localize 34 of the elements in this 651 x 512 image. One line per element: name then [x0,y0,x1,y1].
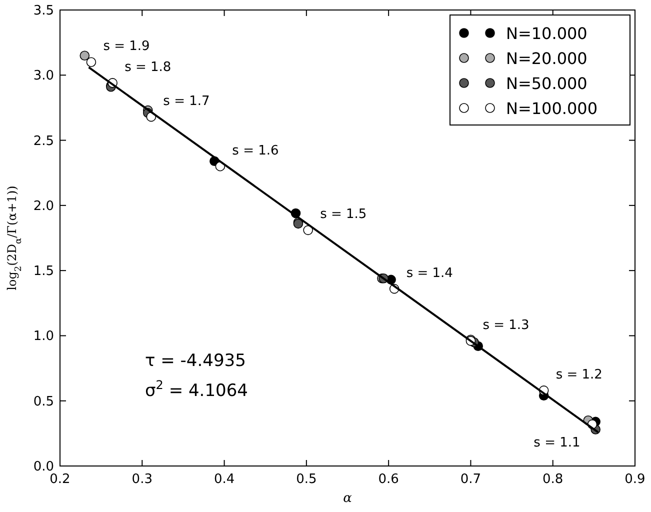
legend-label: N=10.000 [506,24,588,43]
annotation: s = 1.3 [482,318,530,333]
y-tick-label: 3.0 [33,68,54,84]
point [80,50,90,60]
x-tick-label: 0.8 [542,472,564,487]
annotation: σ$^{2}$ = 4.1064 [145,378,248,401]
annotation: τ = -4.4935 [145,351,246,371]
y-tick-label: 2.5 [33,134,54,149]
annotation: s = 1.7 [163,94,210,109]
y-tick-label: 1.0 [33,329,54,344]
y-tick-label: 0.0 [33,460,54,474]
y-tick-label: 0.5 [33,394,54,410]
annotation: s = 1.1 [534,435,580,450]
annotation: s = 1.6 [232,143,279,158]
x-axis-title: α [343,491,352,506]
annotation: s = 1.8 [124,60,172,75]
x-tick-label: 0.3 [132,472,152,487]
x-tick-label: 0.5 [296,472,317,487]
x-tick-label: 0.9 [624,472,646,487]
x-tick-label: 0.4 [214,472,235,487]
y-tick-label: 2.0 [33,198,54,214]
y-tick-label: 1.5 [33,264,54,280]
point [86,57,96,68]
annotation: s = 1.4 [406,266,453,281]
x-tick-label: 0.2 [50,472,70,487]
x-tick-label: 0.7 [460,472,482,487]
legend-label: N=50.000 [506,74,588,93]
annotation: s = 1.9 [103,39,150,54]
x-tick-label: 0.6 [378,472,399,487]
y-tick-label: 3.5 [33,4,54,18]
legend-label: N=100.000 [506,99,598,118]
annotation: s = 1.5 [320,207,367,222]
legend-label: N=20.000 [506,49,588,68]
annotation: s = 1.2 [556,367,602,382]
